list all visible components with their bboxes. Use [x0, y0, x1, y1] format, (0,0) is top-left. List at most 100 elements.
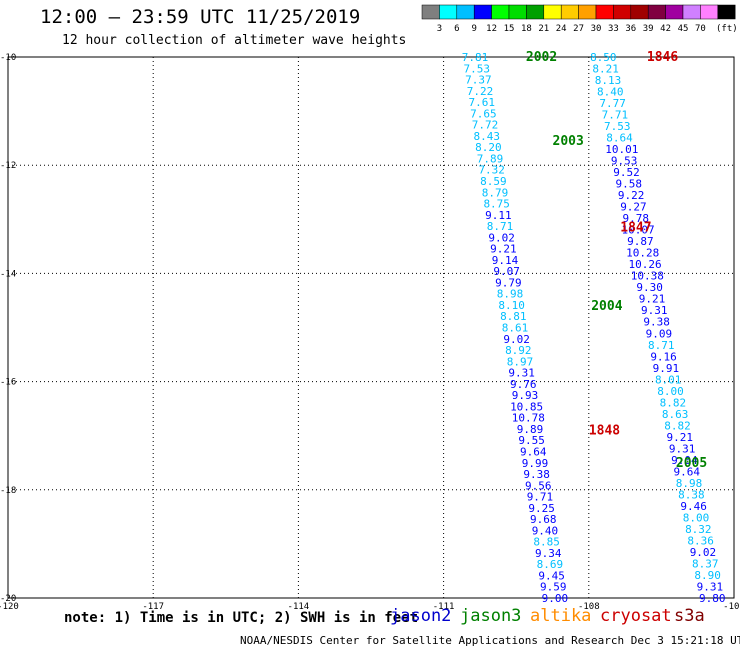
- swh-observation: 9.56: [525, 479, 552, 492]
- swh-observation: 9.09: [646, 327, 673, 340]
- color-swatch: [717, 4, 736, 20]
- swh-observation: 7.77: [599, 97, 626, 110]
- swh-observation: 7.89: [477, 152, 504, 165]
- swh-observation: 7.71: [602, 109, 629, 122]
- swh-observation: 9.68: [530, 513, 557, 526]
- swh-observation: 9.31: [697, 580, 724, 593]
- swh-observation: 9.89: [517, 423, 544, 436]
- swh-observation: 10.26: [628, 258, 661, 271]
- color-scale-label: 36: [625, 24, 636, 34]
- lat-tick-label: -18: [0, 486, 16, 496]
- swh-observation: 7.81: [462, 51, 489, 64]
- swh-observation: 8.85: [533, 536, 560, 549]
- pass-number-label: 2003: [553, 134, 584, 149]
- swh-observation: 9.40: [532, 524, 559, 537]
- swh-observation: 9.14: [492, 254, 519, 267]
- swh-observation: 8.20: [475, 141, 502, 154]
- color-scale-label: 18: [521, 24, 532, 34]
- swh-observation: 9.21: [667, 431, 694, 444]
- wave-height-map: -10 -12 -14 -16 -18 -20-120 -117 -114 -111 -108 -1…: [0, 50, 740, 610]
- swh-observation: 9.52: [613, 166, 640, 179]
- swh-observation: 9.27: [620, 201, 647, 214]
- swh-observation: 8.71: [648, 339, 675, 352]
- swh-observation: 8.13: [595, 74, 622, 87]
- swh-observation: 9.87: [627, 235, 654, 248]
- page-title: 12:00 – 23:59 UTC 11/25/2019: [40, 6, 361, 28]
- swh-observation: 9.38: [643, 316, 670, 329]
- swh-observation: 9.31: [641, 304, 668, 317]
- swh-observation: 8.01: [655, 373, 682, 386]
- color-scale-label: 6: [454, 24, 459, 34]
- pass-number-label: 1846: [647, 50, 678, 65]
- lon-tick-label: -114: [288, 602, 310, 610]
- swh-observation: 9.31: [508, 367, 535, 380]
- color-scale-label: 39: [643, 24, 654, 34]
- color-scale-label: 3: [437, 24, 442, 34]
- swh-observation: 9.31: [669, 442, 696, 455]
- lat-tick-label: -14: [0, 269, 16, 279]
- color-scale-label: 33: [608, 24, 619, 34]
- lat-tick-label: -20: [0, 594, 16, 604]
- color-scale-label: 70: [695, 24, 706, 34]
- pass-number-label: 1848: [589, 423, 620, 438]
- swh-observation: 7.32: [478, 164, 505, 177]
- color-scale-label: 42: [660, 24, 671, 34]
- pass-number-label: 1847: [620, 220, 651, 235]
- units-note: note: 1) Time is in UTC; 2) SWH is in fe…: [64, 610, 419, 626]
- pass-number-label: 2005: [676, 456, 707, 471]
- color-scale-unit: (ft): [716, 24, 738, 34]
- swh-observation: 8.97: [507, 355, 534, 368]
- swh-observation: 8.40: [597, 86, 624, 99]
- legend-s3a: s3a: [674, 606, 705, 626]
- swh-observation: 8.90: [694, 569, 721, 582]
- map-frame: [7, 56, 735, 599]
- swh-observation: 10.78: [512, 412, 545, 425]
- swh-observation: 10.01: [605, 143, 638, 156]
- swh-observation: 8.69: [537, 558, 564, 571]
- lon-tick-label: -108: [578, 602, 600, 610]
- swh-observation: 8.36: [687, 534, 714, 547]
- swh-observation: 9.58: [616, 178, 643, 191]
- swh-observation: 8.50: [590, 51, 617, 64]
- swh-observation: 9.53: [611, 155, 638, 168]
- swh-observation: 7.61: [468, 96, 495, 109]
- swh-observation: 8.43: [473, 130, 500, 143]
- swh-observation: 8.00: [657, 385, 684, 398]
- color-scale-label: 30: [591, 24, 602, 34]
- swh-observation: 10.85: [510, 400, 543, 413]
- swh-observation: 8.10: [498, 299, 525, 312]
- color-scale-label: 21: [538, 24, 549, 34]
- swh-observation: 8.92: [505, 344, 532, 357]
- swh-observation: 8.79: [482, 186, 509, 199]
- swh-observation: 9.55: [518, 434, 545, 447]
- legend-jason3: jason3: [460, 606, 522, 626]
- color-scale-label: 15: [504, 24, 515, 34]
- color-scale-label: 9: [471, 24, 476, 34]
- swh-observation: 8.75: [483, 198, 510, 211]
- swh-observation: 9.93: [512, 389, 539, 402]
- swh-observation: 8.98: [497, 288, 524, 301]
- swh-observation: 9.07: [493, 265, 520, 278]
- swh-observation: 9.02: [690, 546, 717, 559]
- credit-footer: NOAA/NESDIS Center for Satellite Applica…: [240, 634, 740, 647]
- swh-observation: 8.63: [662, 408, 689, 421]
- swh-observation: 9.21: [490, 243, 517, 256]
- swh-observation: 9.79: [495, 276, 522, 289]
- swh-observation: 9.30: [636, 281, 663, 294]
- swh-observation: 7.65: [470, 107, 497, 120]
- pass-number-label: 2004: [591, 299, 622, 314]
- swh-observation: 9.04: [671, 454, 698, 467]
- color-scale-label: 12: [486, 24, 497, 34]
- swh-observation: 9.46: [680, 500, 707, 513]
- swh-observation: 8.61: [502, 322, 529, 335]
- swh-observation: 9.22: [618, 189, 645, 202]
- swh-observation: 10.28: [626, 247, 659, 260]
- swh-observation: 9.25: [528, 502, 555, 515]
- swh-observation: 8.21: [592, 63, 619, 76]
- page-subtitle: 12 hour collection of altimeter wave hei…: [62, 33, 407, 48]
- swh-observation: 9.00: [542, 592, 569, 605]
- swh-observation: 9.71: [527, 491, 554, 504]
- swh-color-scale: 3 6 9 12 15 18 21 24 27 30 33 36 39 42 45 70 (ft): [421, 4, 738, 34]
- swh-observation: 8.64: [606, 132, 633, 145]
- pass-number-label: 2002: [526, 50, 557, 65]
